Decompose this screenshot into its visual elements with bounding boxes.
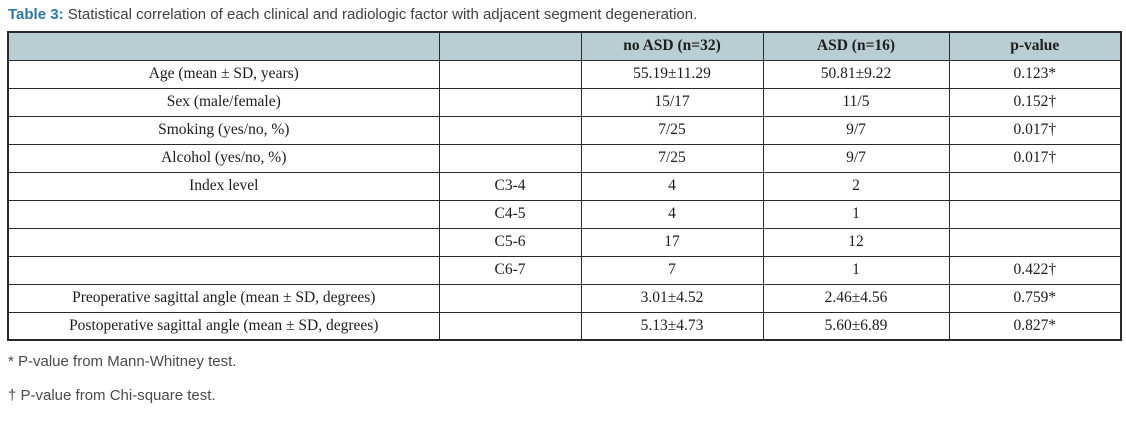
sublevel-cell: [438, 115, 582, 145]
header-cell-factor: [7, 31, 440, 61]
pvalue-cell: 0.422†: [948, 255, 1122, 285]
factor-cell: Postoperative sagittal angle (mean ± SD,…: [7, 311, 440, 341]
value-cell: 9/7: [762, 115, 950, 145]
pvalue-cell: [948, 171, 1122, 201]
sublevel-cell: C5-6: [438, 227, 582, 257]
pvalue-cell: 0.152†: [948, 87, 1122, 117]
correlation-table: no ASD (n=32) ASD (n=16) p-value Age (me…: [7, 31, 1122, 341]
factor-cell: Smoking (yes/no, %): [7, 115, 440, 145]
footnote-mann-whitney: * P-value from Mann-Whitney test.: [8, 353, 237, 370]
value-cell: 2.46±4.56: [762, 283, 950, 313]
factor-cell: Age (mean ± SD, years): [7, 59, 440, 89]
pvalue-cell: 0.827*: [948, 311, 1122, 341]
table-row-alcohol: Alcohol (yes/no, %) 7/25 9/7 0.017†: [7, 143, 1122, 173]
factor-cell: Alcohol (yes/no, %): [7, 143, 440, 173]
pvalue-cell: 0.123*: [948, 59, 1122, 89]
pvalue-cell: [948, 199, 1122, 229]
table-row-index-level-c5-6: C5-6 17 12: [7, 227, 1122, 257]
value-cell: 50.81±9.22: [762, 59, 950, 89]
sublevel-cell: [438, 59, 582, 89]
value-cell: 11/5: [762, 87, 950, 117]
sublevel-cell: C6-7: [438, 255, 582, 285]
sublevel-cell: [438, 143, 582, 173]
factor-cell: [7, 227, 440, 257]
pvalue-cell: [948, 227, 1122, 257]
table-row-sex: Sex (male/female) 15/17 11/5 0.152†: [7, 87, 1122, 117]
table-row-smoking: Smoking (yes/no, %) 7/25 9/7 0.017†: [7, 115, 1122, 145]
value-cell: 1: [762, 255, 950, 285]
value-cell: 4: [580, 199, 764, 229]
value-cell: 5.60±6.89: [762, 311, 950, 341]
table-caption: Table 3: Statistical correlation of each…: [8, 5, 1120, 25]
table-row-index-level-c6-7: C6-7 7 1 0.422†: [7, 255, 1122, 285]
value-cell: 5.13±4.73: [580, 311, 764, 341]
pvalue-cell: 0.017†: [948, 143, 1122, 173]
sublevel-cell: C4-5: [438, 199, 582, 229]
value-cell: 2: [762, 171, 950, 201]
factor-cell: [7, 255, 440, 285]
table-row-postop-sagittal-angle: Postoperative sagittal angle (mean ± SD,…: [7, 311, 1122, 341]
header-cell-asd: ASD (n=16): [762, 31, 950, 61]
table-row-index-level-c4-5: C4-5 4 1: [7, 199, 1122, 229]
value-cell: 17: [580, 227, 764, 257]
factor-cell: Index level: [7, 171, 440, 201]
sublevel-cell: [438, 87, 582, 117]
pvalue-cell: 0.017†: [948, 115, 1122, 145]
value-cell: 7: [580, 255, 764, 285]
sublevel-cell: [438, 283, 582, 313]
factor-cell: Sex (male/female): [7, 87, 440, 117]
value-cell: 7/25: [580, 115, 764, 145]
value-cell: 1: [762, 199, 950, 229]
table-row-index-level-c3-4: Index level C3-4 4 2: [7, 171, 1122, 201]
table-caption-label: Table 3:: [8, 6, 64, 23]
value-cell: 12: [762, 227, 950, 257]
sublevel-cell: C3-4: [438, 171, 582, 201]
value-cell: 3.01±4.52: [580, 283, 764, 313]
footnote-chi-square: † P-value from Chi-square test.: [8, 387, 216, 404]
sublevel-cell: [438, 311, 582, 341]
header-cell-no-asd: no ASD (n=32): [580, 31, 764, 61]
table-body: Age (mean ± SD, years) 55.19±11.29 50.81…: [7, 59, 1122, 341]
table-header: no ASD (n=32) ASD (n=16) p-value: [7, 31, 1122, 61]
table-row-preop-sagittal-angle: Preoperative sagittal angle (mean ± SD, …: [7, 283, 1122, 313]
value-cell: 7/25: [580, 143, 764, 173]
header-row: no ASD (n=32) ASD (n=16) p-value: [7, 31, 1122, 61]
pvalue-cell: 0.759*: [948, 283, 1122, 313]
value-cell: 4: [580, 171, 764, 201]
value-cell: 9/7: [762, 143, 950, 173]
factor-cell: [7, 199, 440, 229]
factor-cell: Preoperative sagittal angle (mean ± SD, …: [7, 283, 440, 313]
value-cell: 55.19±11.29: [580, 59, 764, 89]
table-caption-text: Statistical correlation of each clinical…: [67, 6, 698, 23]
table-row-age: Age (mean ± SD, years) 55.19±11.29 50.81…: [7, 59, 1122, 89]
header-cell-sublevel: [438, 31, 582, 61]
header-cell-pvalue: p-value: [948, 31, 1122, 61]
value-cell: 15/17: [580, 87, 764, 117]
